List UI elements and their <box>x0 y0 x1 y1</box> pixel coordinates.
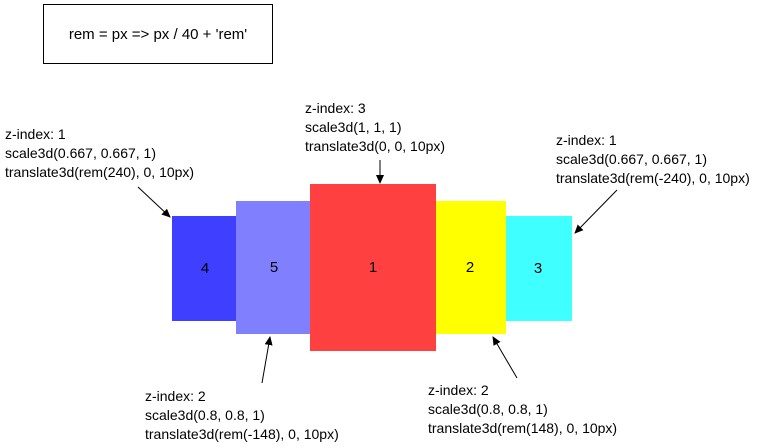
annotation-z-index: z-index: 1 <box>556 132 617 148</box>
annotation-translate: translate3d(0, 0, 10px) <box>305 138 446 154</box>
arrow-to-card-5 <box>261 336 273 384</box>
card-1: 1 <box>310 184 436 351</box>
card-1-label: 1 <box>368 259 378 276</box>
annotation-bottom-left: z-index: 2 scale3d(0.8, 0.8, 1) translat… <box>145 387 339 444</box>
annotation-top-right: z-index: 1 scale3d(0.667, 0.667, 1) tran… <box>556 131 750 188</box>
card-3-label: 3 <box>533 260 543 277</box>
formula-text: rem = px => px / 40 + 'rem' <box>68 25 248 43</box>
annotation-scale: scale3d(0.667, 0.667, 1) <box>5 145 156 161</box>
annotation-top-left: z-index: 1 scale3d(0.667, 0.667, 1) tran… <box>5 125 194 182</box>
card-4-label: 4 <box>200 260 210 277</box>
annotation-translate: translate3d(rem(-240), 0, 10px) <box>556 170 750 186</box>
arrow-to-card-4 <box>137 186 171 218</box>
annotation-scale: scale3d(0.667, 0.667, 1) <box>556 151 707 167</box>
annotation-z-index: z-index: 1 <box>5 126 66 142</box>
annotation-z-index: z-index: 2 <box>145 388 206 404</box>
card-3: 3 <box>504 216 572 321</box>
card-5-label: 5 <box>269 259 279 276</box>
annotation-translate: translate3d(rem(148), 0, 10px) <box>428 420 618 436</box>
annotation-top-center: z-index: 3 scale3d(1, 1, 1) translate3d(… <box>305 99 445 156</box>
annotation-translate: translate3d(rem(240), 0, 10px) <box>5 164 195 180</box>
arrow-to-card-3 <box>574 189 618 234</box>
card-5: 5 <box>236 201 312 334</box>
card-2-label: 2 <box>465 259 475 276</box>
annotation-bottom-right: z-index: 2 scale3d(0.8, 0.8, 1) translat… <box>428 381 617 438</box>
annotation-z-index: z-index: 2 <box>428 382 489 398</box>
annotation-scale: scale3d(0.8, 0.8, 1) <box>145 407 265 423</box>
annotation-z-index: z-index: 3 <box>305 100 366 116</box>
card-2: 2 <box>434 201 506 334</box>
annotation-translate: translate3d(rem(-148), 0, 10px) <box>145 426 339 442</box>
annotation-scale: scale3d(0.8, 0.8, 1) <box>428 401 548 417</box>
formula-box: rem = px => px / 40 + 'rem' <box>43 4 273 64</box>
arrow-to-card-2 <box>492 336 518 379</box>
annotation-scale: scale3d(1, 1, 1) <box>305 119 402 135</box>
card-4: 4 <box>172 216 238 321</box>
